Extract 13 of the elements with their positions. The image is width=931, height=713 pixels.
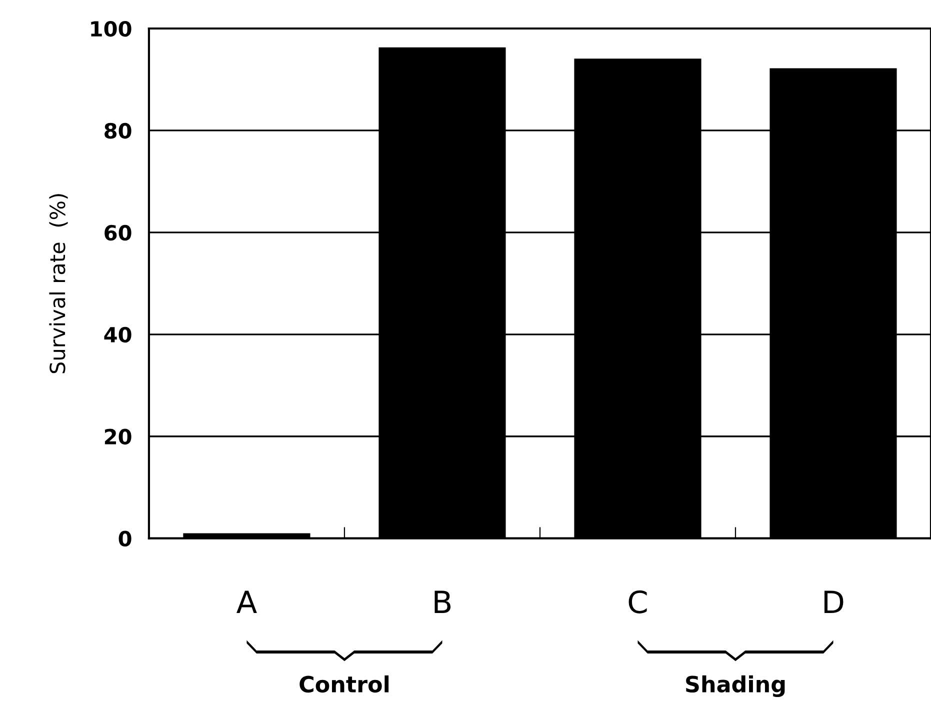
x-tick-label: C	[628, 590, 647, 614]
x-tick-label: B	[434, 590, 451, 614]
text: Shading	[686, 675, 785, 697]
x-tick-label: A	[236, 590, 257, 614]
x-tick-label: D	[824, 590, 844, 614]
y-tick-label: 100	[91, 20, 132, 37]
y-tick-label: 60	[104, 224, 132, 241]
y-tick-label: 40	[104, 326, 132, 343]
y-axis-title: Survival rate (%)	[49, 194, 68, 374]
y-tick-label: 0	[118, 530, 132, 547]
y-tick-label: 80	[104, 122, 132, 139]
y-tick-label: 20	[104, 428, 132, 445]
text: Control	[300, 675, 389, 693]
